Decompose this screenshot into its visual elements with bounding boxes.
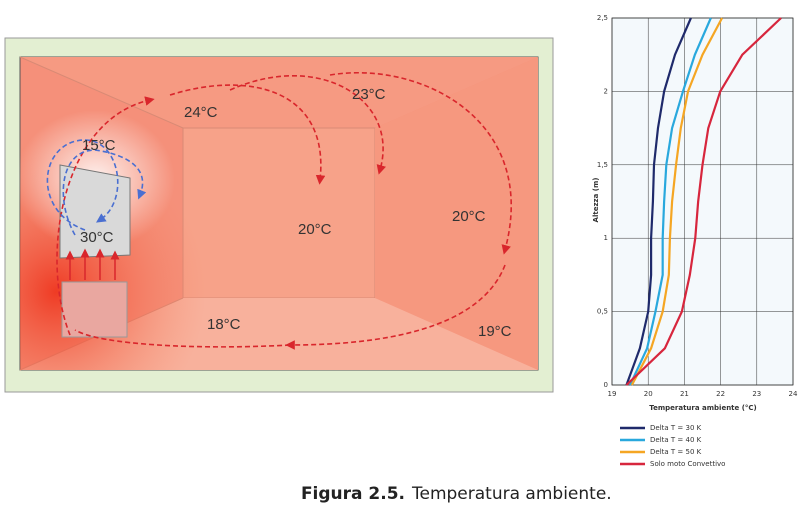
caption-text: Temperatura ambiente. (411, 484, 612, 504)
y-tick-label: 1,5 (597, 161, 608, 169)
x-tick-label: 23 (752, 390, 761, 398)
plot-area (611, 17, 794, 386)
legend-label: Delta T = 50 K (650, 448, 702, 456)
x-tick-label: 21 (680, 390, 689, 398)
x-tick-label: 20 (644, 390, 653, 398)
temp-label: 18°C (207, 316, 241, 333)
temp-label: 20°C (452, 208, 486, 225)
temp-label: 15°C (82, 137, 116, 154)
line (630, 17, 724, 386)
line (625, 17, 692, 386)
x-tick-label: 24 (789, 390, 798, 398)
y-tick-label: 0,5 (597, 308, 608, 316)
x-tick-label: 19 (608, 390, 617, 398)
temp-label: 20°C (298, 221, 332, 238)
line (625, 17, 782, 386)
line (629, 17, 712, 386)
temp-label: 19°C (478, 323, 512, 340)
temp-label: 23°C (352, 86, 386, 103)
x-tick-label: 22 (716, 390, 725, 398)
legend-label: Delta T = 40 K (650, 436, 702, 444)
room-illustration: 24°C 23°C 15°C 30°C 20°C 20°C 18°C 19°C (4, 37, 554, 393)
x-axis-title: Temperatura ambiente (°C) (649, 404, 757, 412)
y-tick-label: 2 (604, 87, 608, 95)
y-tick-label: 1 (604, 234, 608, 242)
temp-label: 30°C (80, 229, 114, 246)
y-axis-title: Altezza (m) (592, 178, 600, 223)
caption-label: Figura 2.5. (301, 484, 405, 504)
legend-label: Delta T = 30 K (650, 424, 702, 432)
y-tick-label: 0 (604, 381, 608, 389)
y-tick-label: 2,5 (597, 14, 608, 22)
legend-label: Solo moto Convettivo (650, 460, 725, 468)
temp-label: 24°C (184, 104, 218, 121)
